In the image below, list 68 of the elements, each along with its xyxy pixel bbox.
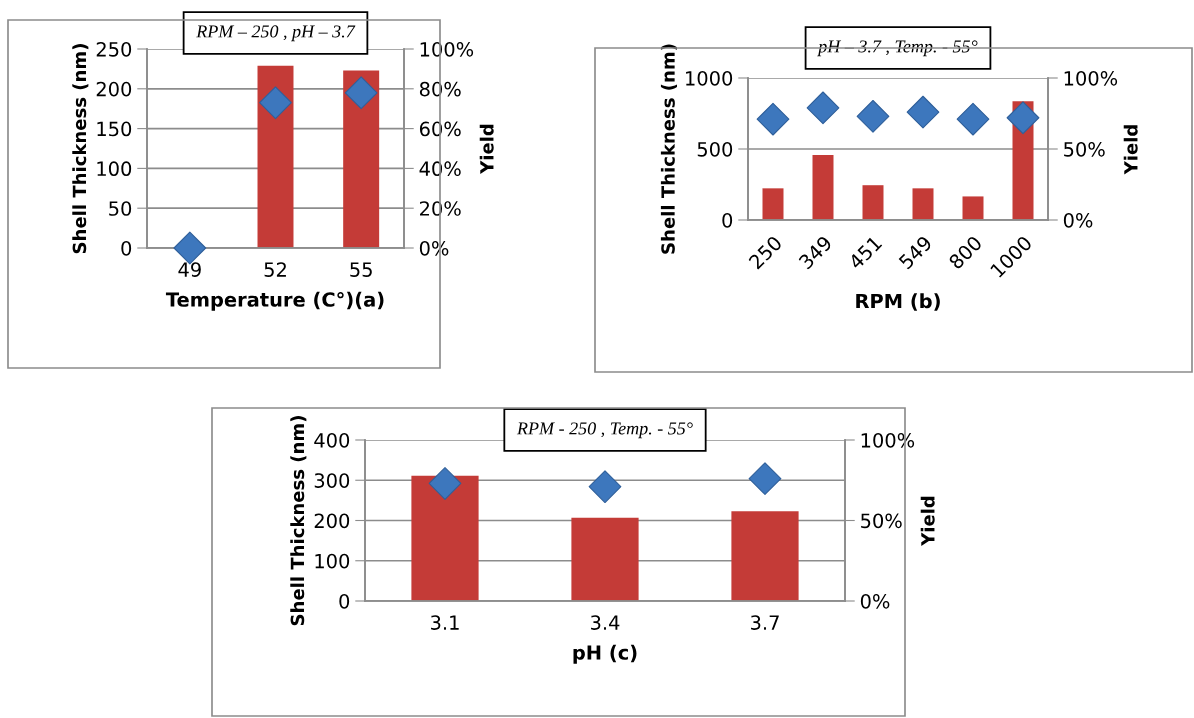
y-tick-label: 0 bbox=[722, 212, 733, 228]
y-tick-label: 400 bbox=[314, 432, 350, 448]
y2-axis-title: Yield bbox=[1123, 125, 1138, 175]
point bbox=[344, 76, 378, 110]
y-tick-label: 0 bbox=[121, 240, 132, 256]
bar bbox=[762, 188, 784, 220]
y-axis-title: Shell Thickness (nm) bbox=[660, 44, 677, 254]
point bbox=[756, 102, 790, 136]
y-axis-title: Shell Thickness (nm) bbox=[290, 416, 307, 626]
y2-tick-label: 60% bbox=[419, 121, 461, 137]
x-tick-label: 549 bbox=[898, 235, 933, 270]
x-tick-label: 3.4 bbox=[591, 615, 620, 630]
y2-axis-title: Yield bbox=[479, 124, 494, 174]
y-tick-label: 200 bbox=[314, 513, 350, 529]
y2-tick-label: 100% bbox=[1064, 70, 1118, 86]
y2-tick-label: 40% bbox=[419, 161, 461, 177]
point bbox=[856, 99, 890, 133]
chart-title: RPM - 250 , Temp. - 55° bbox=[516, 422, 693, 439]
bar bbox=[812, 155, 834, 220]
y2-tick-label: 100% bbox=[861, 432, 915, 448]
x-axis-title: Temperature (C°)(a) bbox=[165, 291, 384, 311]
x-tick-label: 3.1 bbox=[431, 615, 459, 630]
point bbox=[748, 462, 782, 496]
y-tick-label: 100 bbox=[97, 161, 132, 177]
y-tick-label: 1000 bbox=[686, 70, 733, 86]
point bbox=[906, 95, 940, 129]
x-tick-label: 3.7 bbox=[751, 615, 779, 630]
y-tick-label: 150 bbox=[97, 121, 132, 137]
x-tick-label: 55 bbox=[350, 262, 372, 277]
y-tick-label: 250 bbox=[96, 41, 132, 57]
x-tick-label: 349 bbox=[798, 235, 833, 270]
point bbox=[259, 86, 292, 120]
x-axis-title: RPM (b) bbox=[856, 293, 940, 311]
y-tick-label: 500 bbox=[697, 141, 733, 157]
point bbox=[428, 467, 462, 500]
y-tick-label: 300 bbox=[314, 473, 350, 488]
y-tick-label: 200 bbox=[96, 81, 132, 97]
x-tick-label: 49 bbox=[178, 262, 201, 277]
bar bbox=[912, 188, 934, 220]
point bbox=[956, 102, 990, 136]
bar bbox=[571, 517, 639, 601]
bar bbox=[862, 185, 884, 220]
point bbox=[588, 470, 622, 504]
y2-tick-label: 0% bbox=[860, 593, 890, 609]
y-axis-title: Shell Thickness (nm) bbox=[72, 44, 89, 254]
y2-tick-label: 0% bbox=[1063, 212, 1093, 228]
y2-tick-label: 50% bbox=[1064, 141, 1105, 157]
bar bbox=[962, 196, 984, 220]
point bbox=[1006, 101, 1040, 135]
y2-tick-label: 50% bbox=[861, 513, 902, 529]
y2-tick-label: 80% bbox=[419, 81, 461, 97]
x-tick-label: 250 bbox=[748, 235, 783, 270]
x-tick-label: 52 bbox=[264, 262, 286, 277]
y2-tick-label: 100% bbox=[420, 41, 474, 57]
chart-title: RPM – 250 , pH – 3.7 bbox=[196, 25, 356, 42]
y-tick-label: 100 bbox=[315, 553, 350, 569]
y-tick-label: 50 bbox=[109, 201, 132, 216]
x-axis-title: pH (c) bbox=[573, 644, 637, 664]
bar bbox=[731, 511, 799, 601]
y2-tick-label: 0% bbox=[419, 240, 449, 256]
x-tick-label: 800 bbox=[947, 235, 983, 270]
chart-title: pH – 3.7 , Temp. - 55° bbox=[817, 40, 978, 57]
bar bbox=[411, 475, 479, 601]
y2-axis-title: Yield bbox=[920, 496, 935, 546]
x-tick-label: 451 bbox=[847, 235, 883, 271]
point bbox=[806, 91, 840, 125]
y-tick-label: 0 bbox=[339, 593, 350, 609]
y2-tick-label: 20% bbox=[420, 201, 461, 216]
